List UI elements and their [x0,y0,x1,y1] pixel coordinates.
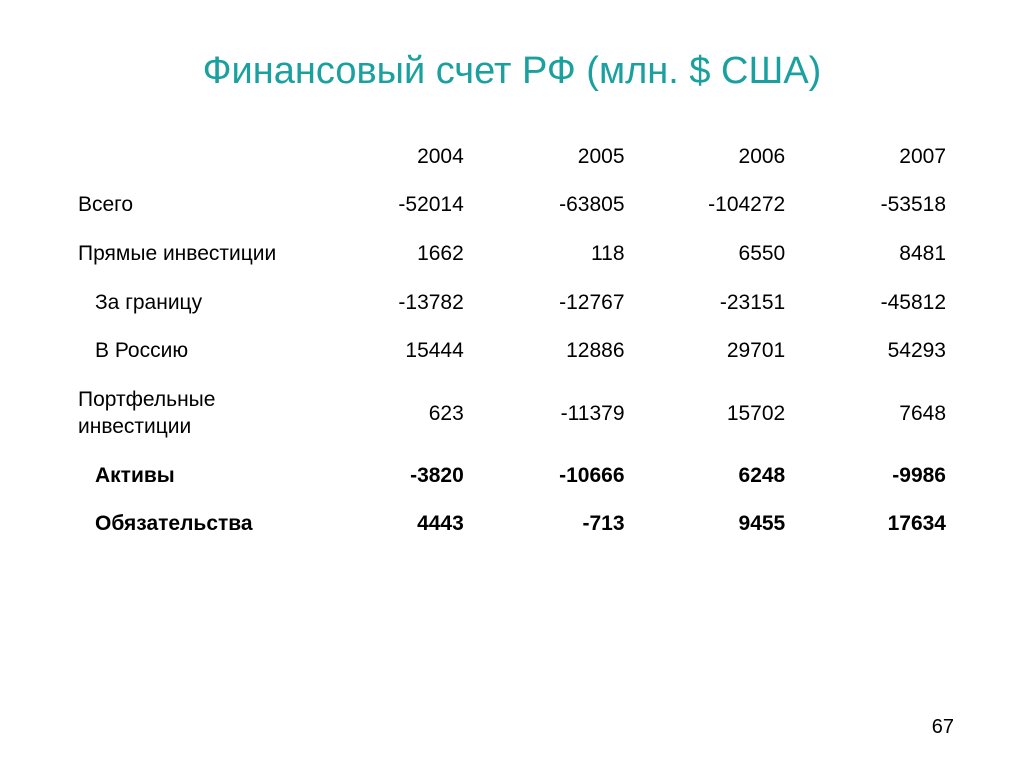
table-row: Активы-3820-106666248-9986 [70,452,954,500]
row-label: Активы [70,452,311,500]
cell-value: 7648 [793,375,954,452]
header-blank [70,133,311,181]
cell-value: 29701 [633,327,794,375]
cell-value: -11379 [472,375,633,452]
cell-value: -104272 [633,181,794,229]
table-body: Всего-52014-63805-104272-53518Прямые инв… [70,181,954,548]
header-year-2007: 2007 [793,133,954,181]
cell-value: -23151 [633,279,794,327]
cell-value: 17634 [793,500,954,548]
table-row: За границу-13782-12767-23151-45812 [70,279,954,327]
header-year-2004: 2004 [311,133,472,181]
cell-value: -13782 [311,279,472,327]
table-row: Прямые инвестиции166211865508481 [70,229,954,279]
row-label: Прямые инвестиции [70,229,311,279]
cell-value: 54293 [793,327,954,375]
header-year-2005: 2005 [472,133,633,181]
table-row: Обязательства4443-713945517634 [70,500,954,548]
cell-value: -45812 [793,279,954,327]
cell-value: -3820 [311,452,472,500]
cell-value: -63805 [472,181,633,229]
cell-value: 8481 [793,229,954,279]
cell-value: -10666 [472,452,633,500]
cell-value: -53518 [793,181,954,229]
financial-table: 2004 2005 2006 2007 Всего-52014-63805-10… [70,133,954,548]
table-row: Портфельные инвестиции623-11379157027648 [70,375,954,452]
cell-value: 6248 [633,452,794,500]
cell-value: -12767 [472,279,633,327]
page-number: 67 [932,716,954,739]
row-label: Всего [70,181,311,229]
cell-value: 15702 [633,375,794,452]
slide-title: Финансовый счет РФ (млн. $ США) [70,50,954,93]
cell-value: 623 [311,375,472,452]
row-label: За границу [70,279,311,327]
cell-value: 9455 [633,500,794,548]
cell-value: -713 [472,500,633,548]
cell-value: 15444 [311,327,472,375]
cell-value: 4443 [311,500,472,548]
cell-value: 6550 [633,229,794,279]
cell-value: -52014 [311,181,472,229]
table-row: Всего-52014-63805-104272-53518 [70,181,954,229]
cell-value: -9986 [793,452,954,500]
row-label: Обязательства [70,500,311,548]
table-header-row: 2004 2005 2006 2007 [70,133,954,181]
row-label: Портфельные инвестиции [70,375,311,452]
cell-value: 12886 [472,327,633,375]
header-year-2006: 2006 [633,133,794,181]
cell-value: 118 [472,229,633,279]
cell-value: 1662 [311,229,472,279]
row-label: В Россию [70,327,311,375]
table-row: В Россию15444128862970154293 [70,327,954,375]
